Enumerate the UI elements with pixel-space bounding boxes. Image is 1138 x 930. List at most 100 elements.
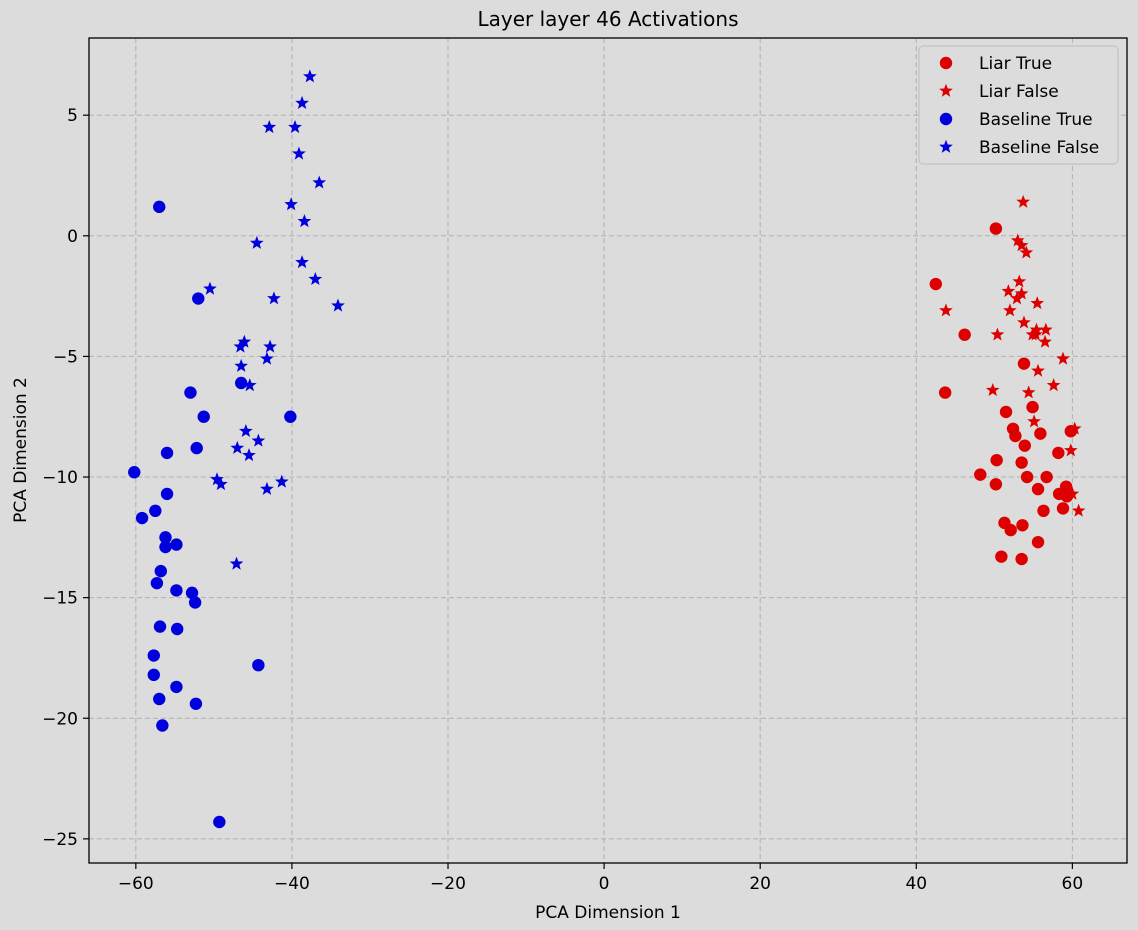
liar-true-point [1026,400,1039,414]
liar-false-point [1016,194,1031,208]
baseline-true-point [160,446,174,460]
baseline-false-point [303,69,317,83]
x-tick-label: −40 [274,874,310,894]
liar-true-point [1009,429,1022,443]
y-tick-label: −20 [42,709,78,729]
plot-frame [88,37,1128,864]
baseline-false-point [230,440,245,454]
liar-false-point [1010,291,1024,305]
liar-false-point [1046,378,1061,392]
baseline-false-point [239,424,253,438]
liar-false-point [1071,503,1086,517]
baseline-false-point [251,433,266,447]
baseline-true-point [147,668,160,682]
liar-true-point [989,478,1003,491]
legend-box [918,45,1119,165]
x-tick-label: 0 [599,874,610,894]
liar-true-point [1034,427,1047,440]
y-tick-label: −25 [42,830,78,850]
baseline-false-point [203,281,217,295]
liar-true-point [1015,456,1028,469]
liar-false-point [1031,363,1045,377]
baseline-true-point [170,680,183,694]
baseline-false-point [284,197,298,211]
legend-label-liar-false: Liar False [979,82,1059,102]
baseline-false-point [292,146,306,160]
liar-false-point [1010,233,1025,247]
baseline-true-point [284,410,297,423]
baseline-true-point [160,487,174,501]
baseline-false-point [331,298,345,312]
y-tick-label: 0 [67,227,78,247]
liar-false-point [990,327,1005,341]
x-axis-label: PCA Dimension 1 [535,903,681,923]
liar-true-point [1031,535,1045,549]
baseline-true-point [188,596,202,609]
baseline-false-point [249,235,264,249]
liar-false-point [1014,238,1029,252]
baseline-false-point [237,334,252,348]
x-tick-label: 20 [749,874,771,894]
x-tick-label: −60 [118,874,154,894]
liar-true-point [1052,446,1065,460]
baseline-true-point [184,386,197,399]
liar-false-point [1021,385,1036,399]
baseline-false-point [267,291,281,305]
liar-false-point [1065,486,1080,500]
baseline-true-point [170,538,183,551]
baseline-true-point [185,586,199,600]
baseline-false-point [242,378,257,392]
baseline-true-point [150,576,164,590]
baseline-false-point [297,214,312,228]
baseline-false-point [295,255,309,269]
liar-true-point [1015,552,1028,566]
baseline-true-point [153,692,166,706]
legend-label-liar-true: Liar True [979,54,1052,74]
legend-marker-liar-true [939,56,953,70]
liar-true-point [995,550,1008,563]
liar-false-point [1019,245,1034,259]
baseline-true-point [154,564,168,578]
x-tick-label: 40 [905,874,927,894]
liar-true-point [1017,357,1031,370]
liar-false-point [1027,414,1041,428]
liar-false-point [1038,322,1053,336]
y-tick-label: −10 [42,468,78,488]
baseline-true-point [190,441,203,455]
chart-title: Layer layer 46 Activations [477,7,738,31]
baseline-false-point [233,339,248,353]
x-tick-label: −20 [430,874,466,894]
liar-true-point [989,222,1003,235]
y-tick-label: −15 [42,589,78,609]
liar-false-point [1067,421,1082,435]
liar-false-point [1014,286,1029,300]
legend-marker-liar-false [939,83,953,97]
baseline-false-point [229,556,244,570]
liar-false-point [1029,322,1044,336]
liar-false-point [1028,327,1043,341]
liar-false-point [985,382,1000,397]
axis-ticks: −60 −40 −20 0 20 40 60 5 0 −5 −10 −15 −20 −25 [42,106,1083,894]
baseline-true-point [189,697,203,710]
baseline-false-point [312,175,327,189]
liar-true-point [929,277,942,291]
legend: Liar True Liar False Baseline True Baseline… [918,45,1119,165]
liar-false-point [1056,351,1070,365]
baseline-false-point [210,472,224,486]
liar-true-point [1056,502,1070,515]
baseline-true-point [159,540,172,554]
liar-true-point [1020,470,1034,484]
liar-true-point [1018,439,1031,452]
liar-true-point [999,405,1013,419]
legend-marker-baseline-true [939,112,953,126]
liar-true-point [1016,519,1029,532]
baseline-true-point [234,376,248,390]
liar-true-point [990,453,1003,467]
liar-true-point [1031,482,1045,496]
baseline-true-point [147,649,160,662]
baseline-false-point [260,481,274,495]
baseline-false-point [234,358,249,372]
baseline-true-point [128,466,141,479]
baseline-true-point [192,292,205,305]
baseline-true-point [159,531,172,544]
